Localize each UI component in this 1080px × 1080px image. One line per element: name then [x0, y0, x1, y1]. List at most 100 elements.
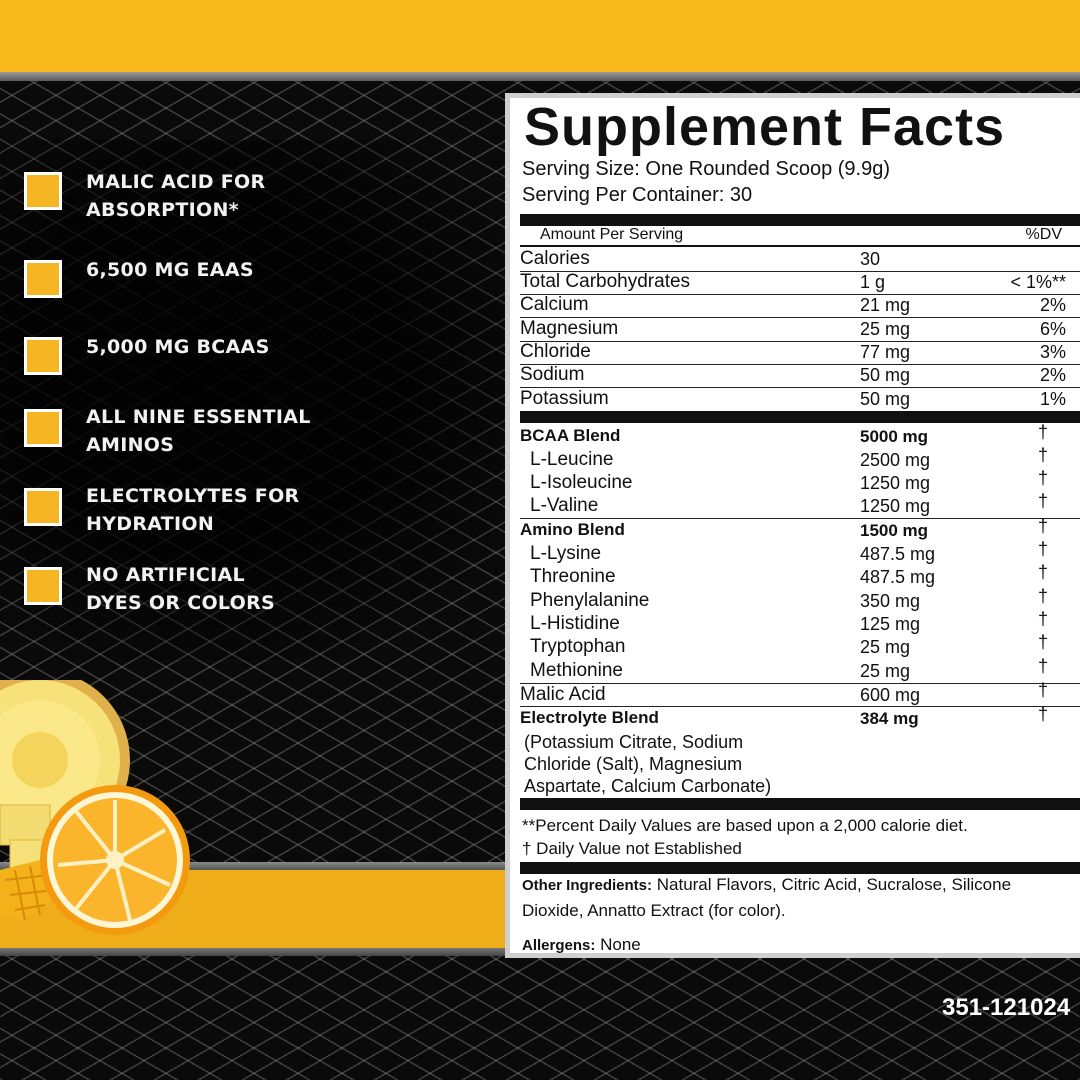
servings-per-container: Serving Per Container: 30 — [522, 184, 753, 206]
nutrient-name: Calcium — [520, 294, 589, 315]
other-ingredients-text: Natural Flavors, Citric Acid, Sucralose,… — [522, 875, 1012, 920]
nutrient-name: Magnesium — [520, 318, 619, 339]
blend-name: BCAA Blend — [520, 426, 621, 445]
nutrient-amount: 1 g — [860, 272, 886, 292]
feature-label: 5,000 MG BCAAS — [86, 336, 270, 358]
nutrient-amount: 21 mg — [860, 295, 911, 315]
nutrient-dv: 1% — [1039, 389, 1066, 409]
nutrient-dv: 6% — [1039, 319, 1066, 339]
ingredient-amount: 487.5 mg — [860, 567, 936, 587]
ingredient-row: Tryptophan 25 mg † — [520, 632, 1080, 659]
ingredient-row: Methionine 25 mg † — [520, 656, 1080, 683]
serving-size: Serving Size: One Rounded Scoop (9.9g) — [522, 158, 890, 180]
ingredient-amount: 25 mg — [860, 661, 911, 681]
ingredient-row: L-Lysine 487.5 mg † — [520, 539, 1080, 566]
thick-divider — [520, 411, 1080, 423]
feature-label: 6,500 MG EAAS — [86, 259, 254, 281]
nutrient-dv: < 1%** — [1010, 272, 1066, 292]
ingredient-name: L-Isoleucine — [530, 472, 633, 493]
row-divider — [520, 317, 1080, 318]
nutrient-amount: 25 mg — [860, 319, 911, 339]
blend-amount: 1500 mg — [860, 521, 929, 540]
allergens: Allergens: None — [522, 935, 641, 955]
nutrient-dv: 2% — [1039, 365, 1066, 385]
allergens-label: Allergens: — [522, 937, 596, 954]
top-metal-stripe — [0, 72, 1080, 81]
dagger-mark: † — [1038, 491, 1049, 511]
dagger-mark: † — [1038, 445, 1049, 465]
dagger-mark: † — [1038, 422, 1049, 442]
amount-per-serving-label: Amount Per Serving — [540, 226, 684, 243]
ingredient-amount: 1250 mg — [860, 473, 931, 493]
ingredient-amount: 487.5 mg — [860, 544, 936, 564]
blend-name: Amino Blend — [520, 520, 625, 539]
nutrient-name: Sodium — [520, 364, 585, 385]
row-divider — [520, 387, 1080, 388]
nutrient-amount: 50 mg — [860, 365, 911, 385]
ingredient-name: Methionine — [530, 660, 623, 681]
dv-header: %DV — [1025, 226, 1062, 243]
ingredient-row: Threonine 487.5 mg † — [520, 562, 1080, 589]
nutrient-amount: 50 mg — [860, 389, 911, 409]
nutrient-row: Calcium 21 mg 2% — [520, 294, 1080, 317]
ingredient-name: L-Valine — [530, 495, 599, 516]
ingredient-row: L-Isoleucine 1250 mg † — [520, 468, 1080, 495]
nutrient-name: Potassium — [520, 388, 609, 409]
ingredient-name: Malic Acid — [520, 684, 606, 705]
thick-divider — [520, 798, 1080, 810]
nutrient-amount: 30 — [860, 249, 881, 269]
ingredient-row: L-Histidine 125 mg † — [520, 609, 1080, 636]
fruit-illustration — [0, 680, 190, 935]
row-divider — [520, 683, 1080, 684]
nutrient-dv: 2% — [1039, 295, 1066, 315]
dv-footnote: **Percent Daily Values are based upon a … — [522, 816, 968, 835]
orange-slice-icon — [40, 785, 190, 935]
nutrient-name: Calories — [520, 248, 590, 269]
ingredient-row: L-Valine 1250 mg † — [520, 491, 1080, 518]
thick-divider — [520, 214, 1080, 226]
electrolyte-components: (Potassium Citrate, Sodium Chloride (Sal… — [524, 732, 772, 796]
bottom-metal-stripe — [0, 862, 520, 870]
allergens-text: None — [595, 935, 641, 954]
blend-amount: 384 mg — [860, 709, 919, 728]
ingredient-name: Tryptophan — [530, 636, 626, 657]
nutrient-row: Potassium 50 mg 1% — [520, 388, 1080, 411]
feature-label: ELECTROLYTES FOR HYDRATION — [86, 485, 300, 535]
nutrient-row: Sodium 50 mg 2% — [520, 364, 1080, 387]
dagger-mark: † — [1038, 632, 1049, 652]
blend-amount: 5000 mg — [860, 427, 929, 446]
facts-title: Supplement Facts — [524, 97, 1006, 157]
blend-row: Amino Blend 1500 mg † — [520, 516, 1080, 543]
dagger-mark: † — [1038, 656, 1049, 676]
feature-label: ALL NINE ESSENTIAL AMINOS — [86, 406, 311, 456]
nutrient-dv: 3% — [1039, 342, 1066, 362]
nutrient-row: Total Carbohydrates 1 g < 1%** — [520, 271, 1080, 294]
supplement-facts-panel: Supplement Facts Serving Size: One Round… — [505, 93, 1080, 958]
dagger-mark: † — [1038, 468, 1049, 488]
ingredient-name: L-Histidine — [530, 613, 620, 634]
dagger-mark: † — [1038, 516, 1049, 536]
ingredient-amount: 25 mg — [860, 637, 911, 657]
checkbox-icon — [24, 567, 62, 605]
ingredient-name: L-Leucine — [530, 449, 614, 470]
dagger-mark: † — [1038, 704, 1049, 724]
ingredient-amount: 125 mg — [860, 614, 921, 634]
checkbox-icon — [24, 337, 62, 375]
nutrient-row: Magnesium 25 mg 6% — [520, 318, 1080, 341]
checkbox-icon — [24, 172, 62, 210]
dagger-footnote: † Daily Value not Established — [522, 839, 742, 858]
nutrient-name: Chloride — [520, 341, 591, 362]
ingredient-amount: 2500 mg — [860, 450, 931, 470]
dagger-mark: † — [1038, 586, 1049, 606]
ingredient-amount: 1250 mg — [860, 496, 931, 516]
ingredient-name: L-Lysine — [530, 543, 602, 564]
ingredient-row: Phenylalanine 350 mg † — [520, 586, 1080, 613]
dagger-mark: † — [1038, 680, 1049, 700]
ingredient-name: Phenylalanine — [530, 590, 650, 611]
nutrient-name: Total Carbohydrates — [520, 271, 691, 292]
ingredient-amount: 600 mg — [860, 685, 921, 705]
divider — [520, 245, 1080, 247]
other-ingredients: Other Ingredients: Natural Flavors, Citr… — [522, 872, 1042, 923]
checkbox-icon — [24, 260, 62, 298]
feature-label: NO ARTIFICIAL DYES OR COLORS — [86, 564, 276, 614]
